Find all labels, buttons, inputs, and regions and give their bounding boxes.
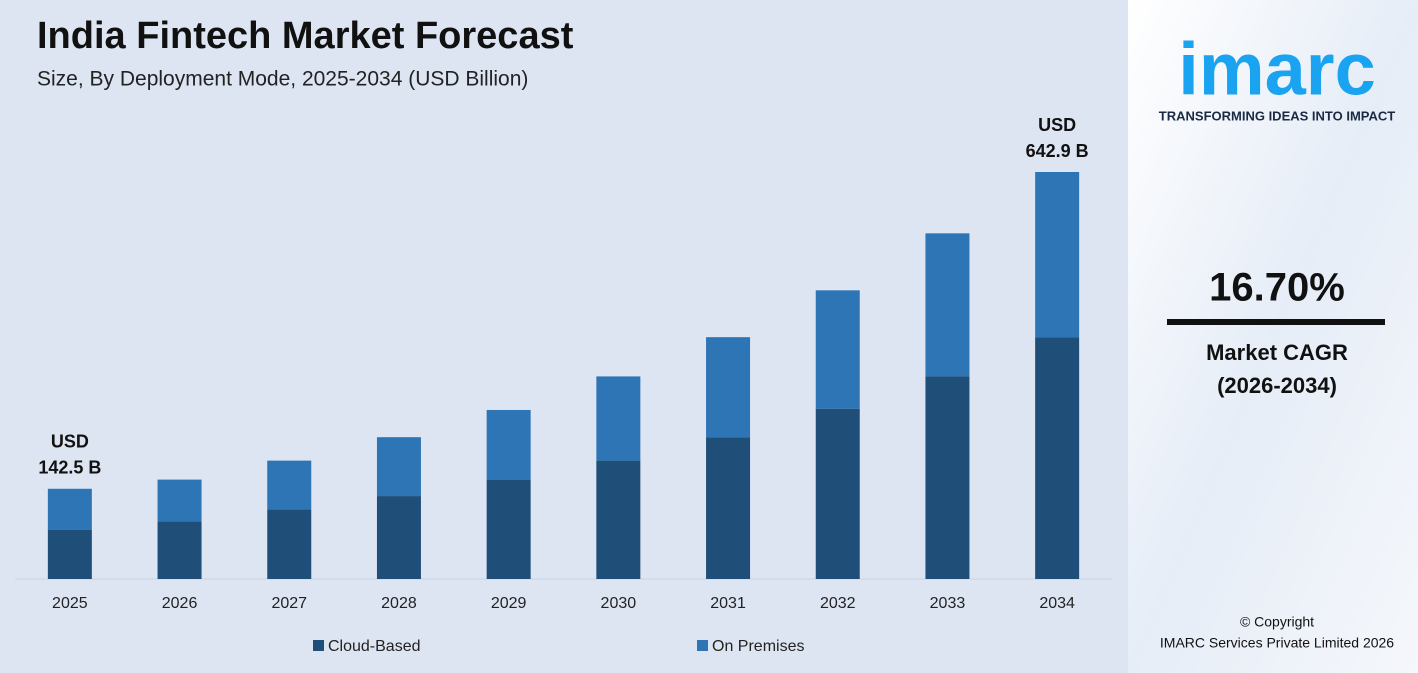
copyright: © Copyright [1240, 614, 1314, 630]
cagr-label: Market CAGR [1206, 340, 1348, 365]
x-tick-label: 2025 [52, 595, 88, 612]
legend-label: Cloud-Based [328, 638, 421, 655]
bar-segment [267, 460, 312, 510]
company: IMARC Services Private Limited 2026 [1160, 635, 1394, 651]
bar-segment [1035, 337, 1080, 579]
bar-segment [925, 233, 970, 377]
x-tick-label: 2026 [162, 595, 198, 612]
legend-swatch [697, 640, 708, 651]
total-label: USD [51, 432, 89, 452]
bar-segment [596, 376, 641, 461]
bar-segment [376, 496, 421, 579]
total-label: 142.5 B [38, 458, 101, 478]
x-tick-label: 2027 [271, 595, 307, 612]
bar-segment [157, 479, 202, 522]
legend-swatch [313, 640, 324, 651]
side-panel [1128, 0, 1418, 673]
bar-segment [47, 488, 92, 530]
bar-segment [925, 376, 970, 579]
cagr-value: 16.70% [1209, 266, 1345, 310]
bar-segment [486, 409, 531, 480]
total-label: 642.9 B [1026, 141, 1089, 161]
bar-segment [1035, 172, 1080, 338]
x-tick-label: 2034 [1039, 595, 1075, 612]
bar-segment [267, 509, 312, 579]
chart-subtitle: Size, By Deployment Mode, 2025-2034 (USD… [37, 68, 528, 91]
cagr-period: (2026-2034) [1217, 373, 1337, 398]
x-tick-label: 2028 [381, 595, 417, 612]
total-label: USD [1038, 115, 1076, 135]
legend-label: On Premises [712, 638, 804, 655]
tagline: TRANSFORMING IDEAS INTO IMPACT [1159, 108, 1395, 123]
chart-title: India Fintech Market Forecast [37, 15, 574, 57]
bar-segment [596, 460, 641, 579]
bar-segment [706, 337, 751, 438]
bar-segment [47, 529, 92, 579]
bar-segment [157, 521, 202, 579]
bar-segment [706, 437, 751, 579]
x-tick-label: 2032 [820, 595, 856, 612]
x-tick-label: 2031 [710, 595, 746, 612]
logo: imarc [1178, 28, 1375, 111]
bar-segment [376, 437, 421, 497]
x-tick-label: 2029 [491, 595, 527, 612]
cagr-rule [1167, 319, 1385, 325]
x-tick-label: 2033 [930, 595, 966, 612]
x-tick-label: 2030 [601, 595, 637, 612]
bar-segment [486, 479, 531, 579]
bar-segment [815, 408, 860, 579]
bar-segment [815, 290, 860, 409]
